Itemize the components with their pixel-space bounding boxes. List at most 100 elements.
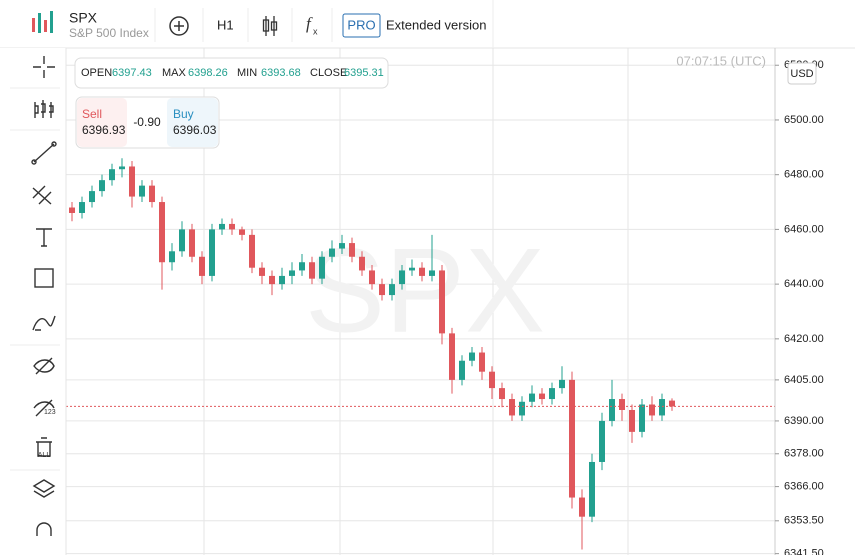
sell-button[interactable] <box>77 98 127 147</box>
svg-text:x: x <box>313 26 318 36</box>
candle-body <box>259 267 265 276</box>
pro-label[interactable]: PRO <box>347 17 375 32</box>
candle-body <box>489 371 495 389</box>
y-tick-label: 6366.00 <box>784 481 824 493</box>
y-tick-label: 6460.00 <box>784 223 824 235</box>
candle-body <box>139 185 145 197</box>
candle-body <box>279 275 285 285</box>
sell-label[interactable]: Sell <box>82 107 102 121</box>
icon-caption: 123 <box>44 409 56 416</box>
candle-body <box>349 243 355 257</box>
candle-body <box>599 420 605 462</box>
ohlc-value: 6398.26 <box>188 67 228 79</box>
spread: -0.90 <box>133 115 161 129</box>
candle-body <box>659 399 665 416</box>
candle-body <box>289 270 295 276</box>
sell-price[interactable]: 6396.93 <box>82 123 126 137</box>
y-tick-label: 6353.50 <box>784 515 824 527</box>
candle-body <box>639 404 645 432</box>
candle-body <box>509 399 515 416</box>
candle-body <box>549 388 555 400</box>
chart-type-button[interactable] <box>262 16 278 36</box>
y-tick-label: 6420.00 <box>784 333 824 345</box>
candle-body <box>459 360 465 380</box>
symbol: SPX <box>69 10 98 26</box>
buy-price[interactable]: 6396.03 <box>173 123 217 137</box>
add-button[interactable] <box>169 16 189 36</box>
candle-body <box>319 256 325 279</box>
ohlc-label: MAX <box>162 67 187 79</box>
y-tick-label: 6480.00 <box>784 169 824 181</box>
candle-body <box>89 191 95 203</box>
candle-body <box>559 379 565 389</box>
ohlc: OPEN 6397.43 MAX 6398.26 MIN 6393.68 CLO… <box>81 67 384 79</box>
currency[interactable]: USD <box>790 68 813 80</box>
candle-body <box>159 202 165 263</box>
candle-body <box>129 166 135 197</box>
candle-body <box>389 284 395 296</box>
candle-body <box>619 399 625 410</box>
y-tick-label: 6378.00 <box>784 448 824 460</box>
candle-body <box>109 169 115 181</box>
candle-body <box>449 333 455 380</box>
candle-body <box>369 270 375 285</box>
candle-body <box>529 393 535 402</box>
y-tick-label: 6500.00 <box>784 114 824 126</box>
tool-dividers <box>10 87 60 471</box>
candle-body <box>379 284 385 296</box>
candle-body <box>229 223 235 230</box>
candle-body <box>629 409 635 432</box>
candle-body <box>119 166 125 170</box>
candle-body <box>479 352 485 372</box>
candle-body <box>469 352 475 361</box>
candle-body <box>409 267 415 271</box>
candle-body <box>199 256 205 276</box>
ohlc-value: 6393.68 <box>261 67 301 79</box>
chart: SPX <box>66 48 775 555</box>
pro-badge[interactable] <box>342 13 381 38</box>
currency-button[interactable] <box>787 62 817 85</box>
left-toolbar <box>0 48 66 555</box>
buy-button[interactable] <box>167 98 218 147</box>
tool-icons[interactable] <box>31 56 57 536</box>
candle-body <box>499 388 505 400</box>
clock: 07:07:15 (UTC) <box>676 53 766 68</box>
top-bar <box>0 0 855 48</box>
candle-body <box>429 270 435 276</box>
candle-body <box>149 185 155 203</box>
candle-body <box>569 379 575 498</box>
candle-body <box>339 243 345 249</box>
candle-body <box>539 393 545 400</box>
ohlc-label: OPEN <box>81 67 112 79</box>
candle-body <box>519 401 525 416</box>
ohlc-label: MIN <box>237 67 257 79</box>
candle-body <box>329 248 335 257</box>
buy-label[interactable]: Buy <box>173 107 194 121</box>
candle-body <box>99 180 105 192</box>
candle-body <box>579 497 585 517</box>
candle-body <box>179 229 185 252</box>
candle-body <box>299 262 305 271</box>
ohlc-box <box>74 57 389 89</box>
candle-body <box>169 251 175 263</box>
y-tick-label: 6390.00 <box>784 415 824 427</box>
y-tick-label: 6341.50 <box>784 548 824 555</box>
candle-body <box>309 262 315 279</box>
price-axis: 6520.006500.006480.006460.006440.006420.… <box>775 59 824 555</box>
logo <box>32 11 53 33</box>
candle-body <box>269 275 275 285</box>
y-tick-label: 6405.00 <box>784 374 824 386</box>
candle-body <box>79 202 85 213</box>
candle-body <box>209 229 215 276</box>
candle-body <box>439 270 445 334</box>
y-tick-label: 6440.00 <box>784 278 824 290</box>
extended-version[interactable]: Extended version <box>386 17 486 32</box>
ohlc-value: 6395.31 <box>344 67 384 79</box>
candle-body <box>419 267 425 276</box>
candle-body <box>239 229 245 235</box>
candle-body <box>189 229 195 257</box>
icon-caption: ALL <box>38 452 51 459</box>
timeframe-button[interactable]: H1 <box>217 17 234 32</box>
